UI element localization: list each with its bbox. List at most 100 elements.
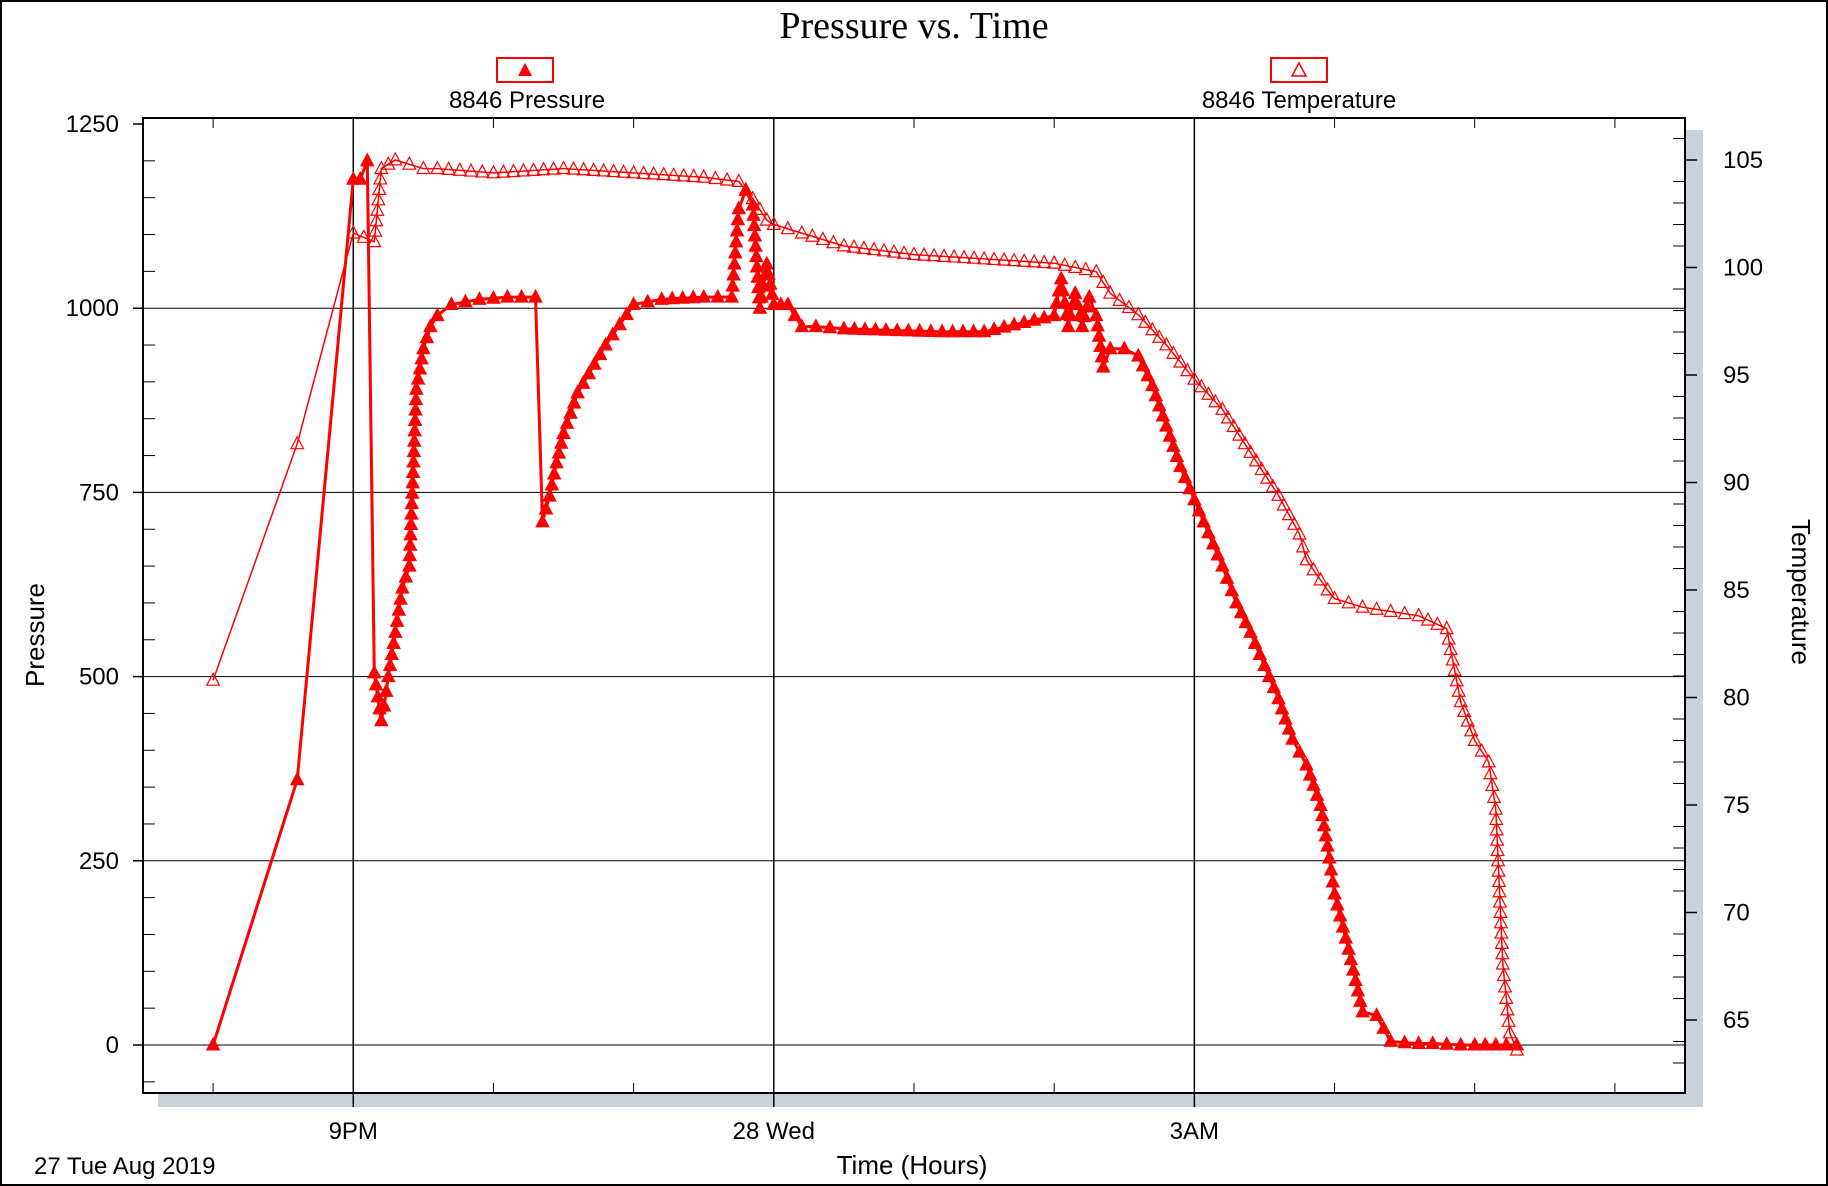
pressure-data-point — [857, 321, 873, 336]
temperature-data-point — [368, 222, 383, 237]
pressure-data-point — [1026, 311, 1042, 326]
pressure-data-point — [1077, 308, 1092, 323]
temperature-data-point — [370, 202, 385, 216]
pressure-data-point — [1318, 827, 1334, 842]
temperature-data-point — [1484, 777, 1500, 792]
pressure-data-point — [406, 453, 421, 468]
pressure-data-point — [955, 323, 971, 338]
pressure-data-point — [1006, 316, 1022, 331]
temperature-data-point — [373, 170, 388, 185]
pressure-data-point — [592, 346, 608, 361]
pressure-data-point — [1369, 1007, 1384, 1022]
y2-tick-label: 65 — [1723, 1007, 1750, 1034]
pressure-data-point — [544, 476, 560, 491]
temperature-data-point — [916, 246, 932, 261]
temperature-data-point — [906, 246, 922, 261]
pressure-data-point — [412, 360, 428, 375]
pressure-data-point — [406, 443, 422, 458]
pressure-data-point — [587, 355, 602, 370]
pressure-data-point — [1169, 448, 1185, 462]
legend-temperature-label: 8846 Temperature — [1202, 87, 1396, 114]
pressure-data-point — [685, 289, 701, 304]
pressure-data-point — [727, 244, 743, 259]
temperature-data-point — [1286, 516, 1302, 530]
pressure-data-point — [986, 321, 1002, 335]
temperature-data-point — [656, 166, 671, 181]
y-axis-label: Pressure — [20, 583, 50, 687]
pressure-data-point — [1281, 720, 1297, 735]
temperature-data-point — [402, 156, 417, 170]
temperature-data-point — [676, 167, 691, 182]
pressure-data-point — [1302, 766, 1318, 781]
pressure-data-point — [535, 513, 550, 528]
pressure-data-point — [1321, 849, 1337, 864]
temperature-data-point — [1088, 263, 1104, 278]
temperature-data-point — [1036, 254, 1052, 269]
pressure-data-point — [1330, 896, 1345, 911]
pressure-data-point — [1278, 710, 1293, 725]
temperature-data-point — [1201, 386, 1216, 400]
pressure-data-point — [1148, 387, 1164, 402]
temperature-data-point — [1320, 581, 1335, 596]
pressure-data-point — [1162, 427, 1178, 442]
pressure-data-point — [1215, 557, 1230, 572]
pressure-data-point — [1292, 743, 1307, 758]
temperature-data-point — [1248, 452, 1264, 467]
y2-tick-label: 85 — [1723, 577, 1750, 604]
pressure-data-point — [1498, 1036, 1514, 1051]
temperature-data-point — [486, 164, 501, 179]
temperature-data-point — [856, 240, 872, 254]
pressure-data-point — [444, 296, 459, 311]
temperature-data-point — [1281, 506, 1297, 521]
pressure-data-point — [1257, 657, 1272, 672]
temperature-data-point — [946, 248, 962, 263]
pressure-data-point — [1352, 993, 1368, 1007]
pressure-data-point — [654, 291, 669, 305]
pressure-data-point — [368, 676, 384, 691]
temperature-data-point — [1383, 603, 1398, 617]
x-tick-label: 3AM — [1170, 1118, 1219, 1145]
pressure-data-point — [1314, 807, 1330, 822]
pressure-data-point — [352, 170, 368, 185]
pressure-data-point — [398, 568, 414, 583]
pressure-data-point — [787, 307, 803, 322]
pressure-data-point — [1247, 635, 1263, 649]
pressure-data-point — [1205, 535, 1221, 550]
temperature-data-point — [381, 156, 396, 170]
pressure-data-point — [205, 1036, 221, 1051]
pressure-data-point — [1130, 347, 1146, 362]
temperature-data-point — [826, 234, 841, 249]
y-tick-label: 0 — [106, 1032, 119, 1059]
pressure-data-point — [416, 340, 431, 355]
temperature-data-point — [1327, 590, 1342, 605]
temperature-data-point — [626, 164, 641, 179]
date-label: 27 Tue Aug 2019 — [34, 1153, 216, 1180]
pressure-data-point — [407, 422, 423, 437]
temperature-data-point — [596, 162, 611, 177]
pressure-data-point — [945, 323, 960, 338]
temperature-data-point — [926, 247, 942, 262]
pressure-data-point — [378, 683, 394, 697]
temperature-data-point — [526, 162, 541, 176]
temperature-data-point — [759, 211, 775, 226]
legend-pressure-marker — [518, 63, 532, 76]
temperature-data-point — [1502, 1024, 1518, 1039]
pressure-data-point — [376, 697, 392, 712]
pressure-data-point — [1327, 885, 1342, 900]
plot-shadow-bottom — [158, 1093, 1703, 1107]
temperature-data-point — [1509, 1041, 1525, 1056]
temperature-data-point — [1180, 362, 1195, 377]
pressure-data-point — [1046, 307, 1062, 322]
pressure-data-point — [1173, 458, 1188, 473]
temperature-data-point — [1016, 253, 1032, 267]
temperature-data-point — [416, 160, 431, 175]
temperature-data-point — [1220, 409, 1236, 424]
pressure-data-point — [1016, 314, 1032, 329]
pressure-data-point — [696, 288, 712, 303]
temperature-data-point — [576, 161, 591, 176]
temperature-data-point — [1243, 444, 1258, 458]
pressure-data-point — [542, 487, 557, 502]
pressure-data-point — [430, 307, 445, 322]
temperature-data-point — [1159, 336, 1174, 351]
temperature-data-point — [766, 216, 782, 230]
